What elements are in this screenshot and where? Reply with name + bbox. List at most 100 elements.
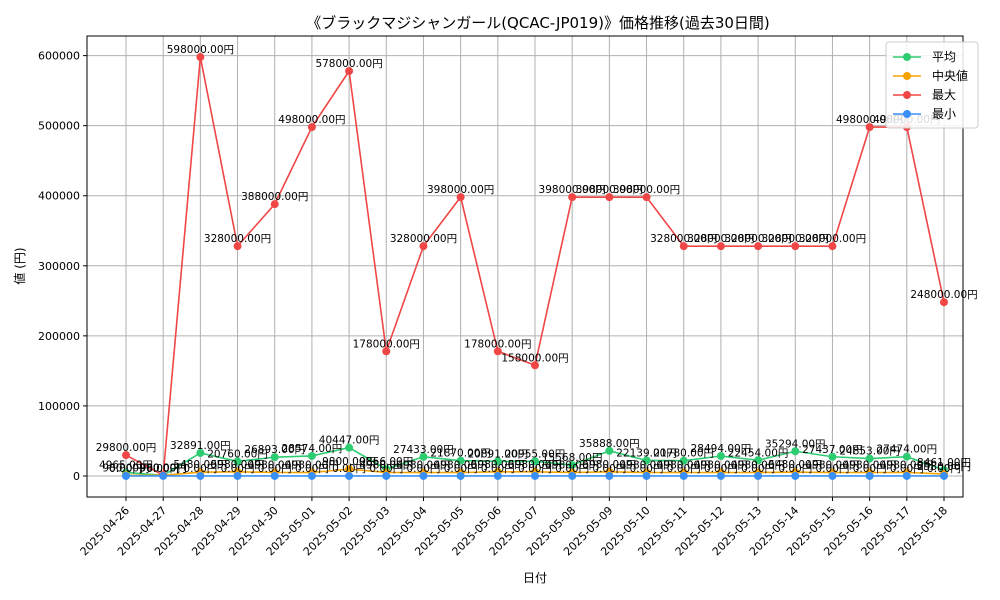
data-label: 4980.00円 bbox=[805, 459, 859, 471]
data-label: 4965.00円 bbox=[99, 460, 153, 472]
data-point bbox=[233, 457, 242, 466]
data-label: 328000.00円 bbox=[762, 233, 829, 245]
data-label: 27433.00円 bbox=[393, 444, 454, 456]
data-point bbox=[754, 471, 763, 480]
data-point bbox=[605, 446, 614, 455]
data-label: 0.00円 bbox=[221, 463, 255, 475]
data-point bbox=[902, 471, 911, 480]
data-label: 178000.00円 bbox=[353, 338, 420, 350]
data-label: 4980.00円 bbox=[545, 459, 599, 471]
grid bbox=[87, 36, 963, 497]
data-point bbox=[196, 471, 205, 480]
data-point bbox=[456, 471, 465, 480]
data-point bbox=[456, 193, 465, 202]
data-label: 398000.00円 bbox=[576, 184, 643, 196]
y-tick-label: 0 bbox=[73, 470, 80, 483]
data-label: 0.00円 bbox=[927, 463, 961, 475]
data-label: 980.00円 bbox=[140, 462, 187, 474]
y-tick-label: 100000 bbox=[38, 400, 80, 413]
data-label: 27474.00円 bbox=[877, 444, 938, 456]
data-label: 0.00円 bbox=[890, 463, 924, 475]
data-label: 4980.00円 bbox=[359, 459, 413, 471]
data-point bbox=[345, 443, 354, 452]
data-point bbox=[307, 123, 316, 132]
data-label: 0.00円 bbox=[146, 463, 180, 475]
data-point bbox=[419, 242, 428, 251]
data-label: 5480.00円 bbox=[768, 459, 822, 471]
data-point bbox=[493, 471, 502, 480]
data-point bbox=[605, 471, 614, 480]
data-label: 32891.00円 bbox=[170, 440, 231, 452]
legend-entry: 最大 bbox=[932, 88, 956, 102]
data-label: 4980.00円 bbox=[434, 459, 488, 471]
data-point bbox=[531, 457, 539, 466]
data-label: 22139.00円 bbox=[616, 447, 677, 459]
data-point bbox=[716, 242, 725, 251]
data-point bbox=[307, 471, 316, 480]
legend-entry: 最小 bbox=[932, 107, 956, 121]
data-point bbox=[791, 471, 800, 480]
data-label: 0.00円 bbox=[481, 463, 515, 475]
data-label: 0.00円 bbox=[444, 463, 478, 475]
data-label: 0.00円 bbox=[853, 463, 887, 475]
data-label: 4980.00円 bbox=[694, 459, 748, 471]
data-point bbox=[233, 471, 242, 480]
data-label: 2980.00円 bbox=[917, 461, 971, 473]
data-label: 0.00円 bbox=[778, 463, 812, 475]
data-label: 0.00円 bbox=[518, 463, 552, 475]
data-label: 0.00円 bbox=[295, 463, 329, 475]
data-point bbox=[679, 456, 688, 465]
data-label: 35294.00円 bbox=[765, 438, 826, 450]
data-point bbox=[791, 242, 800, 251]
legend-marker bbox=[903, 110, 911, 118]
legend-marker bbox=[903, 91, 911, 99]
y-tick-label: 400000 bbox=[38, 190, 80, 203]
data-point bbox=[679, 471, 688, 480]
data-point bbox=[493, 347, 502, 356]
data-point bbox=[865, 123, 874, 132]
data-label: 398000.00円 bbox=[427, 184, 494, 196]
data-label: 5980.00円 bbox=[582, 459, 636, 471]
data-point bbox=[270, 453, 279, 462]
data-label: 4980.00円 bbox=[880, 459, 934, 471]
data-label: 28494.00円 bbox=[691, 443, 752, 455]
data-label: 5980.00円 bbox=[211, 459, 265, 471]
data-label: 5980.00円 bbox=[471, 459, 525, 471]
y-tick-label: 500000 bbox=[38, 120, 80, 133]
data-label: 0.00円 bbox=[369, 463, 403, 475]
data-point bbox=[531, 361, 539, 370]
data-label: 598000.00円 bbox=[167, 44, 234, 56]
data-point bbox=[828, 242, 837, 251]
data-label: 9800.00円 bbox=[322, 456, 376, 468]
data-label: 28574.00円 bbox=[282, 443, 343, 455]
data-label: 0.00円 bbox=[109, 463, 143, 475]
data-label: 328000.00円 bbox=[390, 233, 457, 245]
data-label: 328000.00円 bbox=[799, 233, 866, 245]
data-point bbox=[605, 193, 614, 202]
data-point bbox=[642, 456, 651, 465]
data-label: 9866.00円 bbox=[359, 456, 413, 468]
data-point bbox=[122, 451, 130, 460]
data-label: 980.00円 bbox=[140, 462, 187, 474]
data-label: 578000.00円 bbox=[315, 58, 382, 70]
data-label: 5980.00円 bbox=[508, 459, 562, 471]
data-point bbox=[382, 471, 391, 480]
data-label: 328000.00円 bbox=[687, 233, 754, 245]
legend-box bbox=[885, 41, 979, 129]
data-label: 328000.00円 bbox=[650, 233, 717, 245]
data-point bbox=[159, 471, 168, 480]
y-tick-label: 300000 bbox=[38, 260, 80, 273]
data-label: 40447.00円 bbox=[319, 435, 380, 447]
data-point bbox=[196, 448, 205, 457]
data-label: 4980.00円 bbox=[396, 459, 450, 471]
data-label: 328000.00円 bbox=[204, 233, 271, 245]
data-label: 20891.00円 bbox=[468, 448, 529, 460]
data-point bbox=[307, 451, 316, 460]
data-label: 20955.00円 bbox=[505, 448, 566, 460]
data-point bbox=[345, 67, 354, 76]
data-point bbox=[865, 454, 874, 463]
legend-marker bbox=[903, 53, 911, 61]
data-point bbox=[122, 471, 130, 480]
